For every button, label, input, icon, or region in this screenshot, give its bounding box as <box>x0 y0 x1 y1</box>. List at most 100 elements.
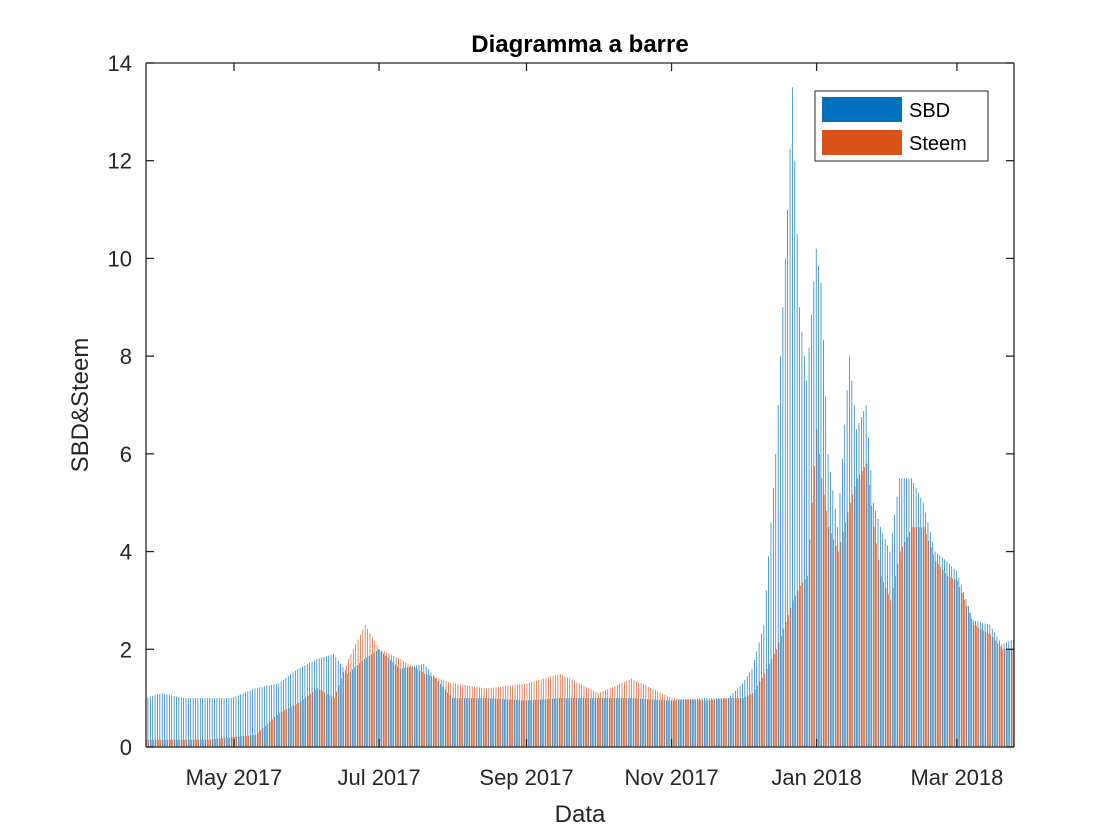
bar-steem <box>804 579 806 747</box>
bar-sbd <box>668 700 670 747</box>
bar-sbd <box>551 698 553 747</box>
bar-sbd <box>677 700 679 747</box>
bar-steem <box>467 685 468 747</box>
bar-sbd <box>939 555 941 747</box>
bar-sbd <box>782 307 784 747</box>
bar-steem <box>148 739 150 747</box>
bar-sbd <box>908 478 910 747</box>
bar-sbd <box>509 699 510 747</box>
bar-steem <box>904 541 906 747</box>
bar-sbd <box>632 698 634 747</box>
bar-steem <box>450 682 452 747</box>
bar-sbd <box>413 665 415 747</box>
bar-sbd <box>627 698 629 747</box>
bar-steem <box>769 663 770 747</box>
bar-sbd <box>770 522 772 747</box>
bar-steem <box>678 698 680 747</box>
bar-sbd <box>530 700 532 747</box>
bar-sbd <box>366 657 368 747</box>
bar-sbd <box>487 698 489 747</box>
bar-steem <box>605 690 606 747</box>
bar-steem <box>600 692 601 747</box>
bar-sbd <box>666 700 667 747</box>
bar-sbd <box>240 694 242 747</box>
bar-sbd <box>708 698 710 747</box>
bar-steem <box>336 691 338 747</box>
bar-sbd <box>827 453 829 747</box>
bar-sbd <box>164 693 165 747</box>
bar-steem <box>966 606 968 747</box>
x-tick-label: May 2017 <box>186 765 283 790</box>
bar-sbd <box>356 665 358 747</box>
bar-sbd <box>861 417 862 747</box>
bar-sbd <box>630 698 632 747</box>
bar-sbd <box>735 690 736 747</box>
bar-sbd <box>178 697 180 747</box>
bar-sbd <box>987 624 988 747</box>
bar-steem <box>181 739 183 747</box>
bar-sbd <box>547 699 548 747</box>
x-tick-label: Nov 2017 <box>624 765 718 790</box>
bar-steem <box>193 739 195 747</box>
bar-steem <box>590 689 592 747</box>
bar-sbd <box>853 405 855 747</box>
bar-steem <box>883 582 884 747</box>
bar-steem <box>412 666 414 747</box>
bar-steem <box>647 686 649 747</box>
bar-sbd <box>922 502 924 747</box>
bar-sbd <box>399 668 401 747</box>
bar-steem <box>628 679 630 747</box>
bar-steem <box>172 739 173 747</box>
bar-sbd <box>540 699 541 747</box>
x-tick-label: Sep 2017 <box>479 765 573 790</box>
bar-steem <box>923 527 925 747</box>
bar-steem <box>633 679 635 747</box>
bar-sbd <box>385 655 387 747</box>
bar-sbd <box>192 698 194 747</box>
bar-sbd <box>280 681 282 747</box>
bar-sbd <box>252 689 253 747</box>
bar-sbd <box>304 665 306 747</box>
bar-steem <box>219 738 221 747</box>
bar-sbd <box>169 694 170 747</box>
bar-sbd <box>903 478 905 747</box>
bar-steem <box>445 681 447 747</box>
bar-steem <box>300 701 302 747</box>
x-axis-title: Data <box>555 801 606 828</box>
bar-sbd <box>506 699 508 747</box>
bar-steem <box>854 486 856 747</box>
bar-steem <box>930 547 932 747</box>
bar-sbd <box>701 698 703 747</box>
bar-sbd <box>618 698 620 747</box>
bar-steem <box>940 567 942 747</box>
bar-steem <box>707 700 708 747</box>
bar-sbd <box>387 657 389 747</box>
bar-sbd <box>972 619 974 747</box>
bar-sbd <box>601 698 603 747</box>
axes-box <box>145 62 1015 748</box>
bar-steem <box>448 681 449 747</box>
bar-steem <box>324 692 326 747</box>
bar-sbd <box>209 698 211 747</box>
bar-sbd <box>207 698 208 747</box>
bar-sbd <box>257 687 258 747</box>
bar-steem <box>517 684 518 747</box>
bar-sbd <box>613 698 615 747</box>
bar-sbd <box>233 697 234 747</box>
bar-steem <box>731 698 732 747</box>
bar-steem <box>671 698 673 747</box>
bar-sbd <box>877 519 879 747</box>
bar-steem <box>861 470 863 747</box>
bar-sbd <box>868 437 869 747</box>
bar-sbd <box>368 655 370 747</box>
bar-sbd <box>979 622 981 747</box>
bar-steem <box>552 675 554 747</box>
bar-sbd <box>792 87 793 748</box>
bar-steem <box>897 563 899 747</box>
bar-steem <box>776 649 777 747</box>
bar-sbd <box>951 566 953 747</box>
bar-steem <box>519 684 521 747</box>
bar-steem <box>662 693 663 747</box>
bar-steem <box>964 599 965 747</box>
bar-steem <box>797 590 799 747</box>
